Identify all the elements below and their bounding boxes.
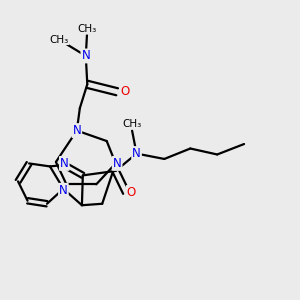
Text: CH₃: CH₃ (122, 119, 142, 129)
Text: N: N (60, 157, 69, 170)
Text: N: N (59, 184, 68, 197)
Text: O: O (127, 186, 136, 199)
Text: N: N (132, 147, 141, 160)
Text: N: N (113, 157, 122, 170)
Text: N: N (73, 124, 81, 137)
Text: CH₃: CH₃ (49, 34, 68, 44)
Text: O: O (120, 85, 129, 98)
Text: N: N (81, 50, 90, 62)
Text: CH₃: CH₃ (78, 24, 97, 34)
